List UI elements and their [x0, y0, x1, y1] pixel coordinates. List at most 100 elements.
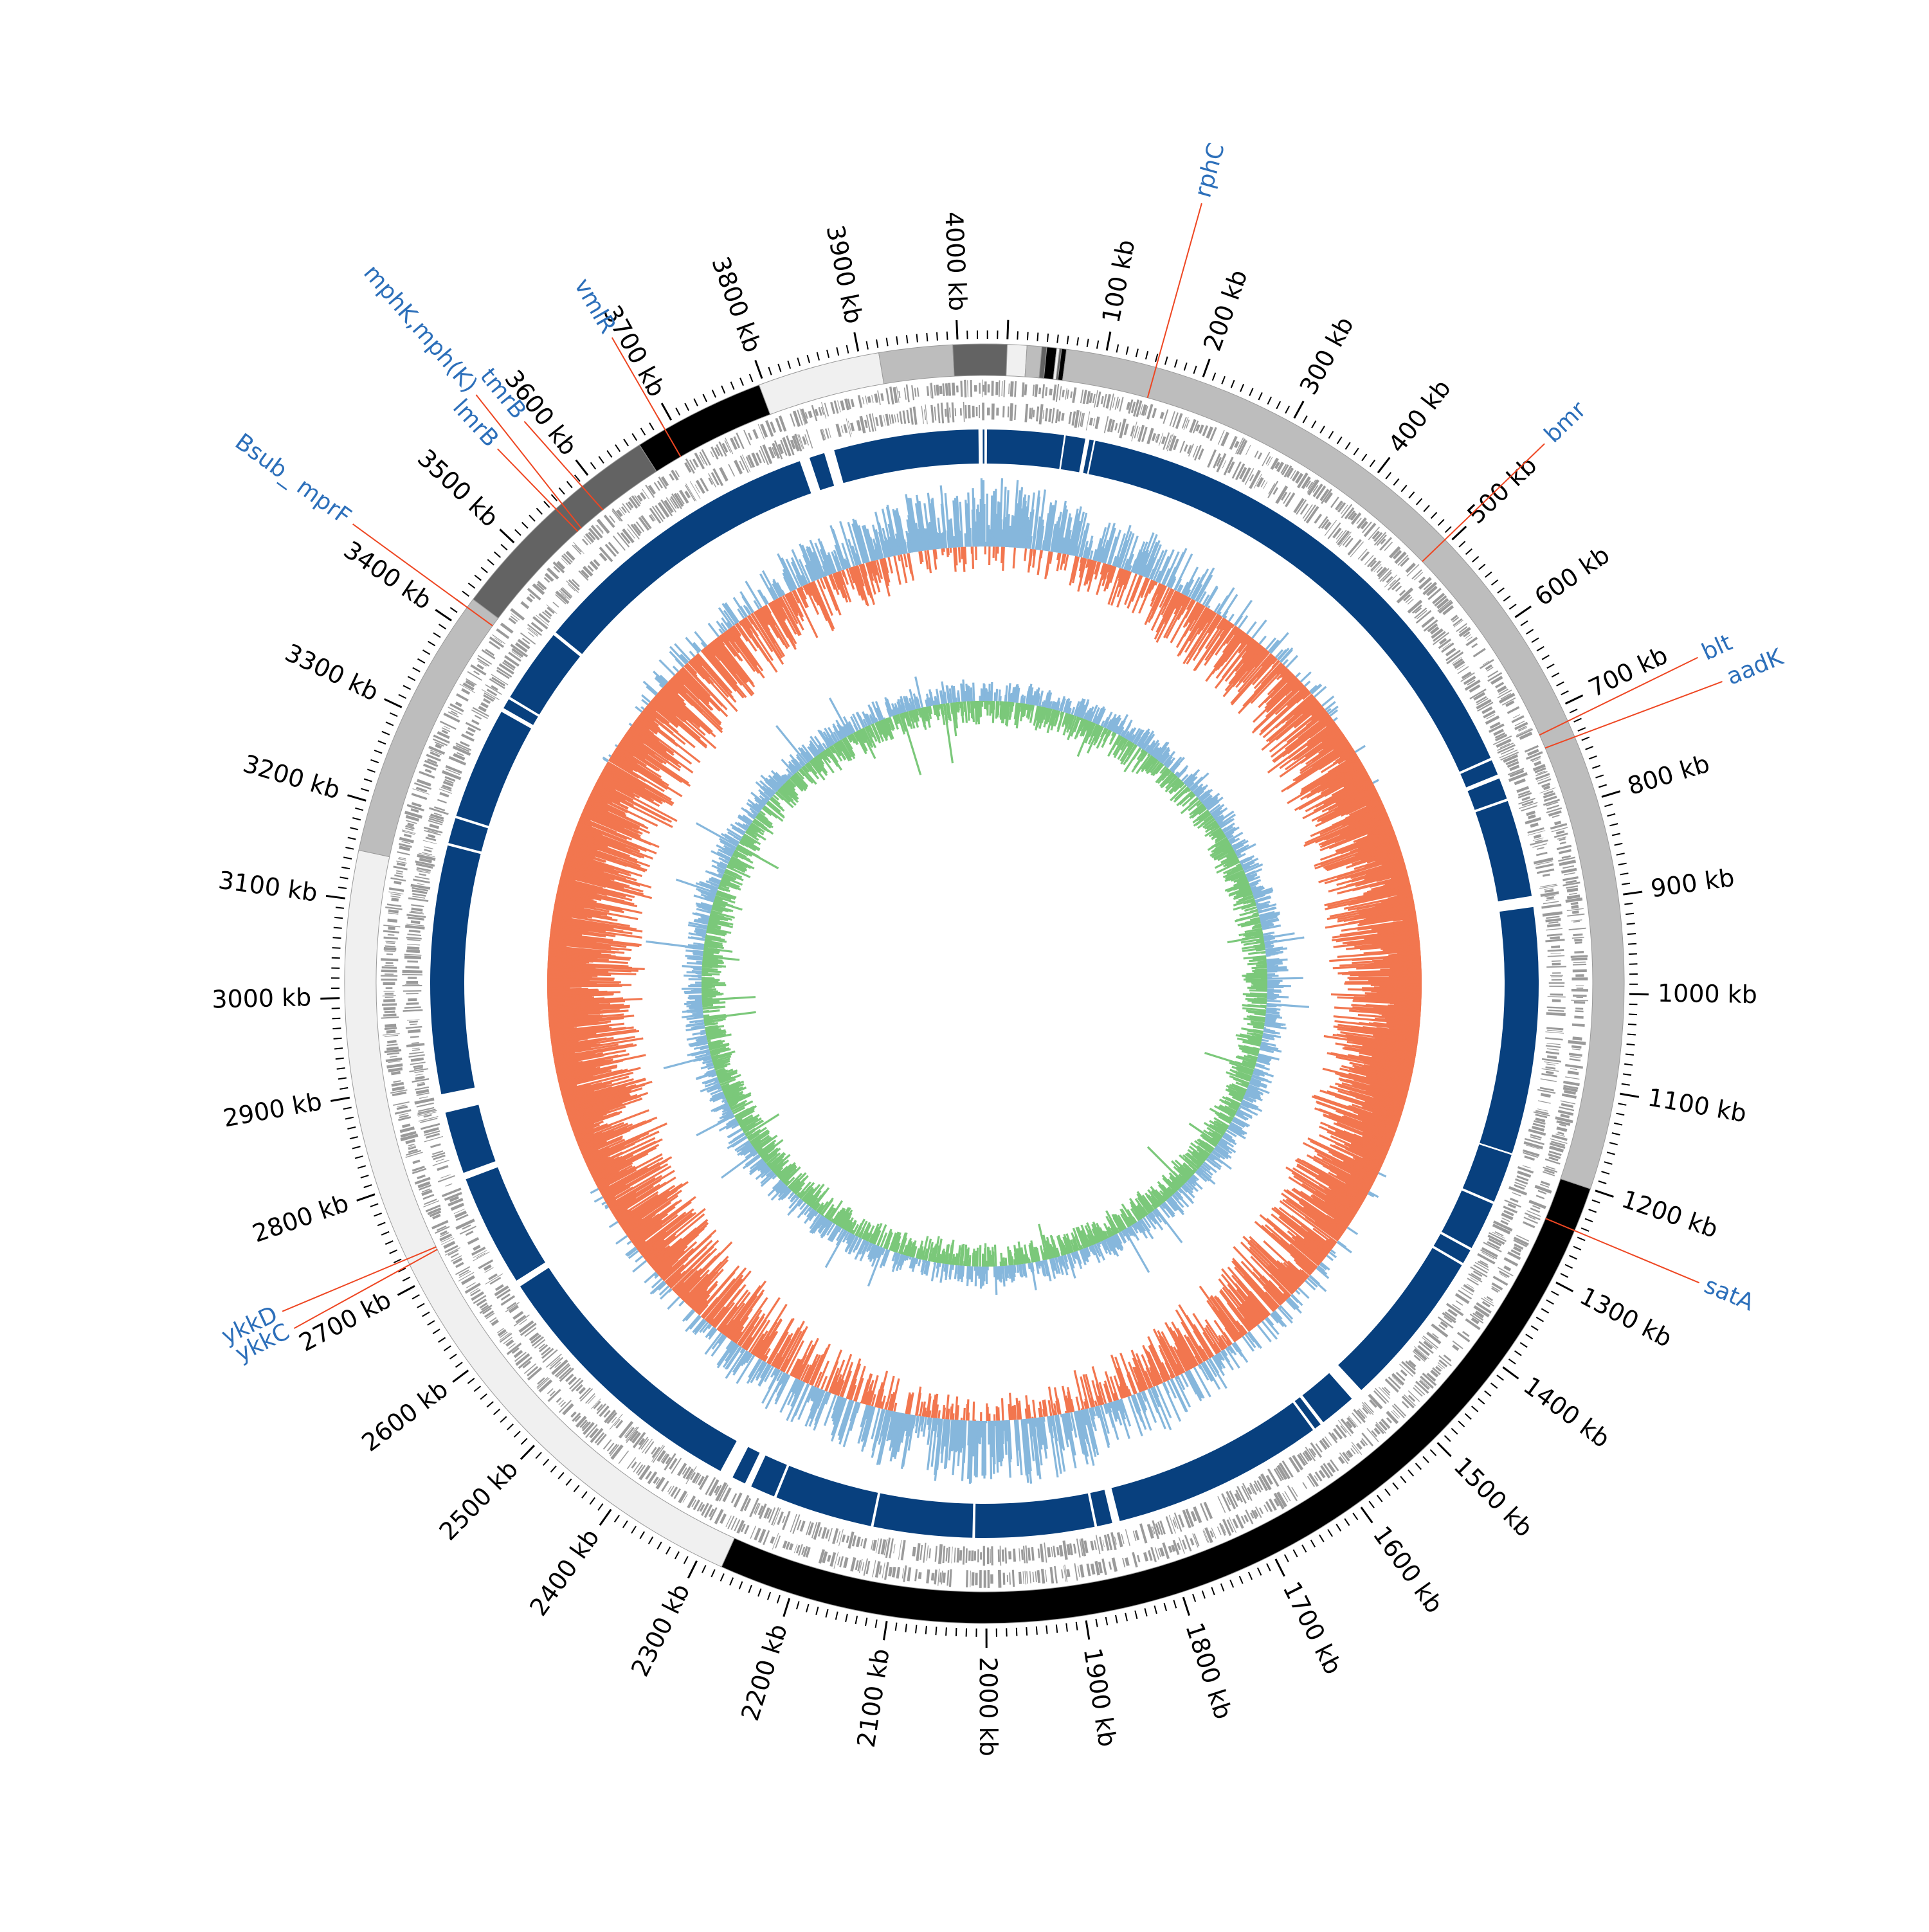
cds-forward-475 — [1033, 1572, 1035, 1582]
block-2 — [1061, 435, 1085, 472]
cds-reverse-229 — [1543, 911, 1562, 916]
block-19 — [776, 1466, 878, 1526]
cds-forward-602 — [562, 1404, 574, 1416]
cds-forward-173 — [1507, 706, 1520, 714]
cds-reverse-0 — [987, 408, 990, 415]
cds-forward-368 — [1394, 1404, 1407, 1416]
cds-forward-25 — [1072, 387, 1076, 403]
cds-forward-739 — [382, 966, 397, 969]
cds-forward-258 — [1574, 1001, 1585, 1004]
cds-forward-324 — [1503, 1265, 1511, 1271]
cds-reverse-498 — [991, 1546, 993, 1566]
cds-reverse-731 — [410, 1061, 426, 1065]
cds-forward-984 — [983, 385, 984, 392]
cds-reverse-490 — [1021, 1549, 1024, 1560]
cds-reverse-992 — [921, 406, 924, 424]
cds-forward-490 — [975, 1573, 977, 1585]
block-23 — [466, 1168, 545, 1281]
cds-reverse-999 — [945, 409, 947, 417]
cds-reverse-698 — [433, 1160, 449, 1166]
cds-forward-11 — [1024, 384, 1028, 395]
cds-forward-949 — [862, 397, 865, 404]
tick-label-3800: 3800 kb — [706, 253, 767, 356]
cds-forward-923 — [760, 424, 768, 438]
cds-reverse-740 — [408, 1029, 421, 1033]
cds-reverse-480 — [1053, 1546, 1056, 1557]
cds-forward-765 — [390, 878, 406, 882]
cds-reverse-454 — [1147, 1524, 1154, 1539]
cds-reverse-509 — [959, 1550, 963, 1560]
cds-forward-827 — [467, 671, 482, 681]
cds-forward-979 — [967, 380, 968, 397]
cds-forward-489 — [979, 1570, 982, 1588]
cds-forward-747 — [386, 943, 395, 944]
cds-reverse-775 — [411, 907, 422, 911]
cds-reverse-1007 — [968, 405, 971, 419]
cds-forward-260 — [1575, 1010, 1583, 1012]
cds-reverse-1005 — [963, 402, 965, 422]
cds-reverse-753 — [406, 981, 418, 984]
cds-forward-683 — [412, 1160, 420, 1164]
cds-forward-462 — [1080, 1564, 1085, 1577]
cds-forward-228 — [1567, 888, 1579, 892]
cds-forward-474 — [1035, 1571, 1037, 1582]
cds-forward-553 — [725, 1515, 731, 1527]
cds-reverse-812 — [437, 799, 447, 804]
cds-forward-983 — [982, 380, 983, 397]
cds-forward-756 — [388, 909, 399, 913]
cds-reverse-572 — [733, 1492, 742, 1508]
cds-forward-716 — [386, 1043, 397, 1046]
cds-reverse-776 — [411, 904, 424, 907]
cds-forward-251 — [1571, 977, 1588, 980]
cds-forward-725 — [385, 1011, 395, 1013]
cds-reverse-243 — [1552, 962, 1561, 965]
cds-reverse-15 — [1048, 409, 1052, 422]
cds-reverse-516 — [938, 1544, 943, 1564]
cds-forward-477 — [1026, 1571, 1028, 1584]
cds-reverse-726 — [415, 1074, 423, 1076]
cds-reverse-834 — [471, 719, 480, 725]
cds-reverse-967 — [836, 424, 842, 437]
cds-reverse-777 — [408, 898, 428, 902]
cds-reverse-736 — [412, 1047, 420, 1049]
cds-reverse-974 — [859, 416, 865, 433]
cds-forward-480 — [1019, 1572, 1022, 1584]
leader-line-0 — [1148, 203, 1202, 398]
cds-forward-246 — [1571, 957, 1588, 961]
cds-reverse-524 — [901, 1540, 906, 1560]
cds-forward-241 — [1572, 937, 1584, 939]
cds-reverse-786 — [419, 873, 426, 876]
cds-reverse-983 — [889, 414, 891, 424]
cds-forward-947 — [851, 399, 855, 408]
cds-forward-966 — [927, 386, 929, 395]
cds-forward-953 — [874, 393, 878, 403]
block-17 — [975, 1494, 1094, 1538]
cds-reverse-758 — [407, 961, 418, 963]
cds-forward-282 — [1558, 1110, 1573, 1115]
cds-forward-50 — [1152, 408, 1157, 419]
cds-reverse-483 — [1044, 1542, 1047, 1562]
cds-forward-488 — [984, 1570, 986, 1587]
cds-reverse-247 — [1551, 976, 1562, 977]
cds-forward-680 — [417, 1175, 426, 1179]
cds-reverse-761 — [406, 950, 420, 953]
cds-forward-746 — [385, 945, 396, 947]
cds-reverse-523 — [912, 1547, 916, 1557]
cds-forward-741 — [386, 962, 394, 964]
cds-reverse-996 — [934, 406, 936, 420]
cds-forward-15 — [1042, 384, 1045, 399]
cds-reverse-935 — [728, 464, 735, 477]
cds-forward-512 — [882, 1562, 885, 1578]
cds-forward-552 — [727, 1516, 734, 1530]
cds-forward-268 — [1570, 1056, 1580, 1058]
cds-reverse-492 — [1013, 1549, 1016, 1562]
cds-reverse-6 — [1014, 405, 1017, 420]
gene-label-blt: blt — [1698, 629, 1736, 666]
cds-forward-735 — [381, 979, 397, 980]
cds-forward-708 — [388, 1067, 403, 1072]
cds-forward-738 — [381, 970, 397, 972]
cds-forward-21 — [1062, 390, 1065, 397]
cds-reverse-797 — [424, 846, 433, 849]
cds-reverse-962 — [806, 429, 813, 449]
cds-reverse-236 — [1550, 936, 1560, 939]
